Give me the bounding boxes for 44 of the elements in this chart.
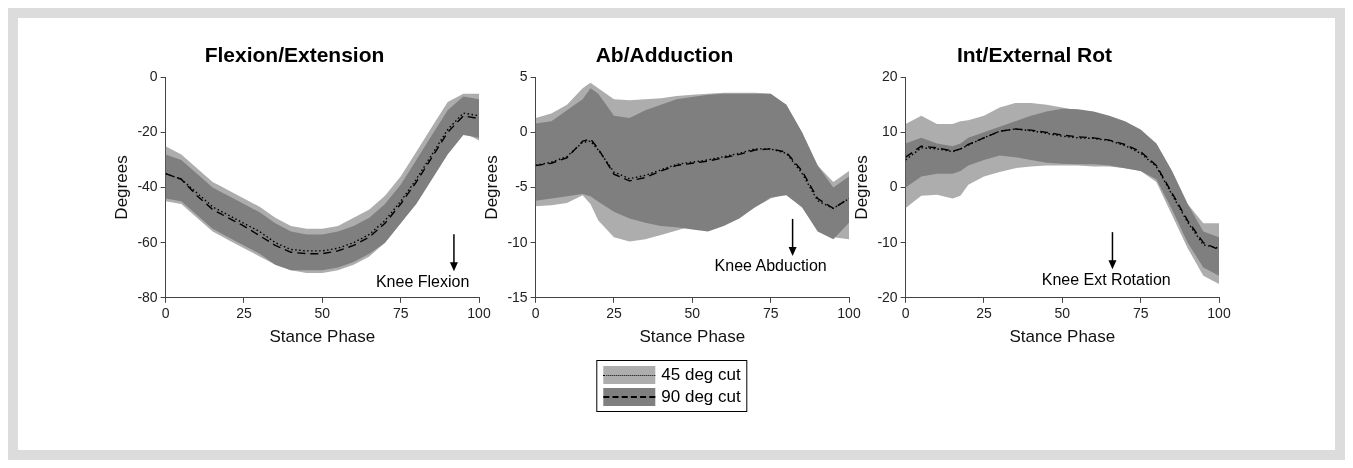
chart-title: Ab/Adduction [595,43,734,67]
y-tick-label: 10 [882,123,898,140]
y-axis-title: Degrees [111,155,131,220]
x-tick-label: 25 [236,305,252,322]
annotation: Knee Flexion [375,272,470,290]
y-tick-label: -20 [877,288,898,305]
y-tick-label: -15 [507,288,528,305]
legend-label: 90 deg cut [661,387,741,407]
x-axis-title: Stance Phase [269,327,376,347]
x-tick-label: 50 [314,305,331,322]
x-tick-label: 25 [606,305,622,322]
legend-label: 45 deg cut [661,365,741,385]
x-tick-label: 50 [1054,305,1071,322]
y-axis-title: Degrees [851,155,871,220]
y-tick-label: -5 [515,178,528,195]
x-axis-title: Stance Phase [1009,327,1116,347]
annotation: Knee Abduction [714,257,827,275]
x-tick-label: 100 [1207,305,1231,322]
x-axis-title: Stance Phase [639,327,746,347]
x-tick-label: 0 [901,305,910,322]
x-tick-label: 100 [837,305,861,322]
y-tick-label: 0 [519,123,528,140]
x-tick-label: 75 [392,305,409,322]
y-tick-label: -60 [137,233,158,250]
y-tick-label: 20 [882,68,898,85]
y-tick-label: -20 [137,123,158,140]
y-tick-label: 0 [149,68,158,85]
annotation: Knee Ext Rotation [1041,270,1171,288]
y-tick-label: -40 [137,178,158,195]
x-tick-label: 25 [976,305,992,322]
y-tick-label: -80 [137,288,158,305]
y-tick-label: -10 [507,233,528,250]
x-tick-label: 50 [684,305,701,322]
y-tick-label: 5 [519,68,528,85]
y-tick-label: 0 [889,178,898,195]
y-tick-label: -10 [877,233,898,250]
x-tick-label: 75 [1132,305,1149,322]
x-tick-label: 0 [161,305,170,322]
chart-title: Flexion/Extension [204,43,385,67]
x-tick-label: 0 [531,305,540,322]
y-axis-title: Degrees [481,155,501,220]
x-tick-label: 75 [762,305,779,322]
x-tick-label: 100 [467,305,491,322]
chart-title: Int/External Rot [956,43,1113,67]
